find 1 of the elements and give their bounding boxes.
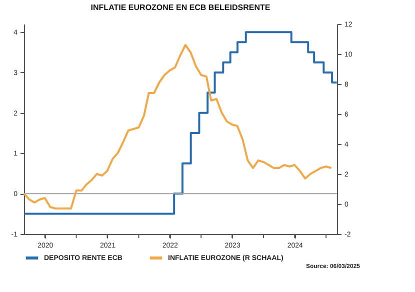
chart-title: INFLATIE EUROZONE EN ECB BELEIDSRENTE [90,3,271,12]
